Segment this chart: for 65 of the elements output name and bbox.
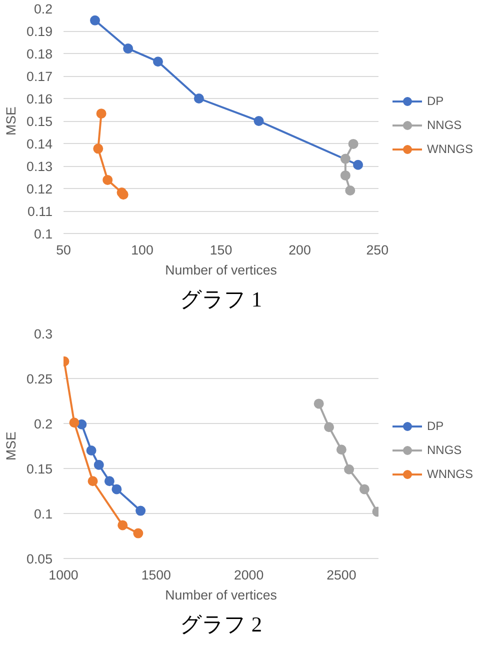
- y-tick-label: 0.2: [34, 416, 53, 432]
- legend-label: WNNGS: [427, 467, 473, 481]
- legend-label: DP: [427, 419, 445, 433]
- point: [340, 154, 350, 164]
- y-tick-label: 0.17: [26, 69, 53, 84]
- x-tick-label: 2500: [326, 568, 356, 582]
- point: [194, 94, 204, 104]
- point: [348, 138, 358, 149]
- legend-label: NNGS: [427, 118, 462, 132]
- x-tick-label: 250: [366, 242, 389, 258]
- x-tick-label: 1000: [48, 568, 78, 582]
- y-tick-label: 0.2: [34, 2, 53, 16]
- x-tick-label: 200: [288, 242, 311, 258]
- y-tick-label: 0.14: [26, 136, 54, 152]
- x-tick-label: 2000: [234, 568, 264, 582]
- x-tick-label: 50: [56, 242, 71, 258]
- y-tick-label: 0.13: [26, 159, 53, 174]
- point: [133, 528, 144, 538]
- point: [340, 170, 350, 180]
- point: [359, 484, 370, 494]
- point: [324, 422, 334, 432]
- point: [93, 144, 104, 154]
- point: [96, 108, 106, 119]
- point: [353, 160, 364, 170]
- point: [102, 174, 113, 185]
- y-tick-label: 0.1: [34, 506, 53, 522]
- legend-label: NNGS: [427, 443, 462, 457]
- y-tick-label: 0.3: [34, 326, 53, 342]
- point: [136, 506, 146, 516]
- y-tick-label: 0.15: [26, 114, 53, 129]
- point: [94, 460, 104, 470]
- y-tick-label: 0.15: [26, 462, 53, 476]
- point: [336, 444, 346, 455]
- point: [112, 484, 122, 494]
- point: [69, 418, 80, 428]
- y-axis-title: MSE: [4, 431, 19, 460]
- point: [88, 476, 98, 486]
- point: [104, 476, 114, 486]
- point: [254, 116, 264, 126]
- y-tick-label: 0.19: [26, 24, 53, 39]
- y-tick-label: 0.25: [26, 372, 53, 386]
- y-tick-label: 0.16: [26, 92, 53, 106]
- legend-label: DP: [427, 94, 445, 108]
- point: [86, 446, 96, 456]
- text: グラフ 1: [180, 288, 262, 312]
- legend-label: WNNGS: [427, 142, 473, 156]
- x-axis-title: Number of vertices: [165, 262, 278, 278]
- x-tick-label: 1500: [141, 568, 171, 582]
- y-tick-label: 0.05: [26, 552, 53, 566]
- point: [345, 186, 356, 196]
- x-tick-label: 150: [210, 242, 232, 258]
- x-tick-label: 100: [131, 242, 154, 258]
- y-tick-label: 0.1: [34, 226, 53, 242]
- point: [123, 44, 134, 54]
- x-axis-title: Number of vertices: [165, 588, 278, 602]
- point: [344, 464, 354, 474]
- y-tick-label: 0.18: [26, 46, 53, 62]
- y-axis-title: MSE: [4, 106, 19, 136]
- y-tick-label: 0.12: [26, 182, 53, 196]
- point: [153, 56, 163, 67]
- text: グラフ 2: [180, 612, 262, 636]
- point: [90, 15, 100, 26]
- point: [118, 520, 128, 530]
- point: [314, 398, 324, 409]
- y-tick-label: 0.11: [28, 204, 52, 219]
